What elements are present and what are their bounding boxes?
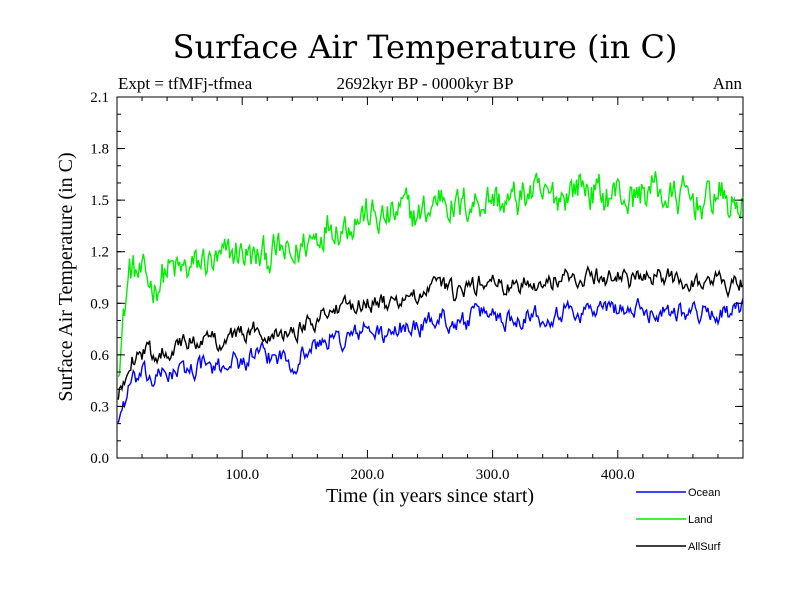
legend-label-allsurf: AllSurf [688,541,721,553]
y-tick-label: 0.9 [90,296,109,312]
y-tick-label: 2.1 [90,90,109,106]
y-tick-label: 0.6 [90,348,109,364]
chart-title: Surface Air Temperature (in C) [172,28,678,66]
plot-frame [116,96,744,459]
y-tick-label: 0.3 [90,399,109,415]
y-tick-label: 1.8 [90,142,109,158]
x-tick-label: 400.0 [601,467,635,483]
legend: Ocean Land AllSurf [636,487,721,553]
x-axis-label: Time (in years since start) [326,485,534,507]
y-tick-label: 1.2 [90,245,109,261]
series-line-allsurf [117,265,744,400]
experiment-label: Expt = tfMFj-tfmea [118,74,253,93]
legend-label-land: Land [688,514,712,526]
tick-layer: 0.0 0.3 0.6 0.9 1.2 1.5 1.8 2.1 100.0 200.0 300.0 4… [90,90,743,483]
season-label: Ann [712,74,742,93]
y-tick-label: 0.0 [90,451,109,467]
series-line-ocean [117,298,744,423]
period-label: 2692kyr BP - 0000kyr BP [336,74,514,93]
x-tick-label: 200.0 [351,467,385,483]
x-tick-label: 100.0 [225,467,259,483]
y-tick-label: 1.5 [90,193,109,209]
legend-label-ocean: Ocean [688,487,720,499]
series-layer [117,171,744,423]
y-axis-label: Surface Air Temperature (in C) [55,152,77,401]
series-line-land [117,171,744,378]
x-tick-label: 300.0 [476,467,510,483]
